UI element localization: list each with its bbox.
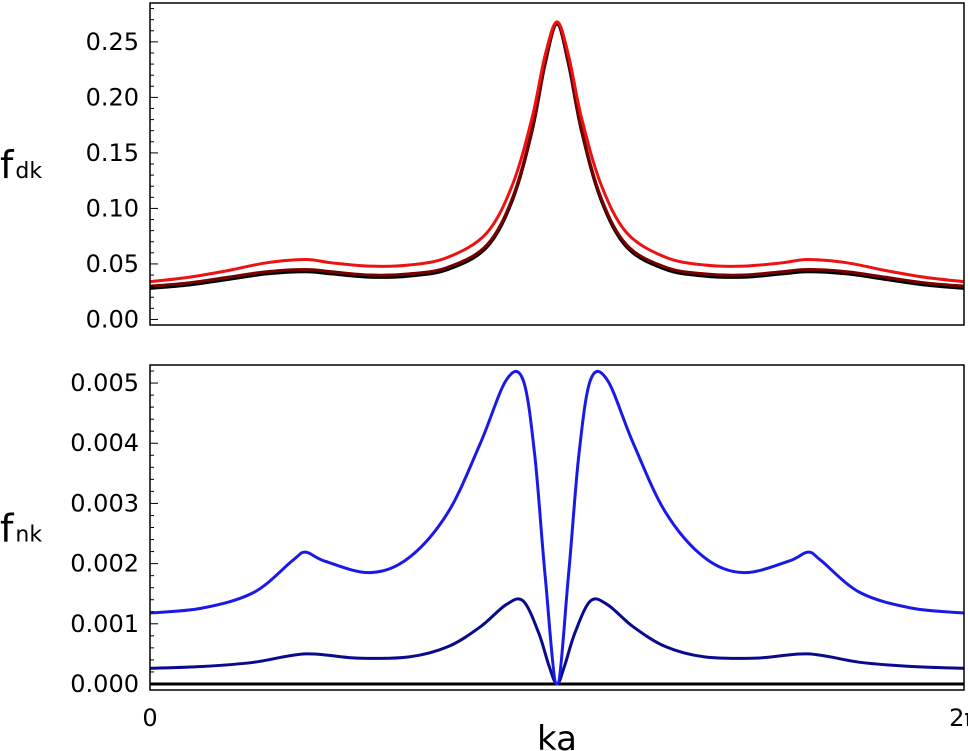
panel-1-ytick-label: 0.003 bbox=[70, 489, 139, 517]
panel-0-frame bbox=[149, 2, 965, 326]
panel-0-ytick-label: 0.20 bbox=[86, 83, 139, 111]
panel-1-ytick-label: 0.004 bbox=[70, 429, 139, 457]
top-panel-fdk: 0.00 0.05 0.10 0.15 0.20 0.25 fdk bbox=[0, 2, 965, 333]
panel-1-series-1-line bbox=[149, 597, 965, 686]
panel-0-ytick-label: 0.25 bbox=[86, 28, 139, 56]
bottom-panel-fnk: 0.000 0.001 0.002 0.003 0.004 0.005 fnk 0 2π ka bbox=[0, 364, 968, 751]
panel-1-ytick-label: 0.005 bbox=[70, 369, 139, 397]
panel-0-series-2-line bbox=[149, 20, 965, 284]
panel-1-frame bbox=[149, 364, 965, 691]
panel-1-xlabel: ka bbox=[537, 719, 577, 751]
panel-1-ytick-label: 0.000 bbox=[70, 670, 139, 698]
panel-1-series-2-line bbox=[149, 369, 965, 686]
panel-0-series-1-line bbox=[149, 21, 965, 288]
panel-0-ytick-label: 0.05 bbox=[86, 250, 139, 278]
panel-0-ylabel: fdk bbox=[0, 143, 42, 187]
panel-1-ytick-label: 0.002 bbox=[70, 550, 139, 578]
panel-0-ytick-label: 0.10 bbox=[86, 194, 139, 222]
panel-1-ylabel: fnk bbox=[0, 507, 42, 551]
panel-1-ytick-label: 0.001 bbox=[70, 610, 139, 638]
panel-0-ytick-label: 0.15 bbox=[86, 139, 139, 167]
panel-0-ytick-label: 0.00 bbox=[86, 305, 139, 333]
panel-1-xtick-label: 0 bbox=[142, 704, 157, 732]
panel-0-series-0-line bbox=[149, 22, 965, 290]
panel-1-xtick-label: 2π bbox=[949, 704, 968, 732]
